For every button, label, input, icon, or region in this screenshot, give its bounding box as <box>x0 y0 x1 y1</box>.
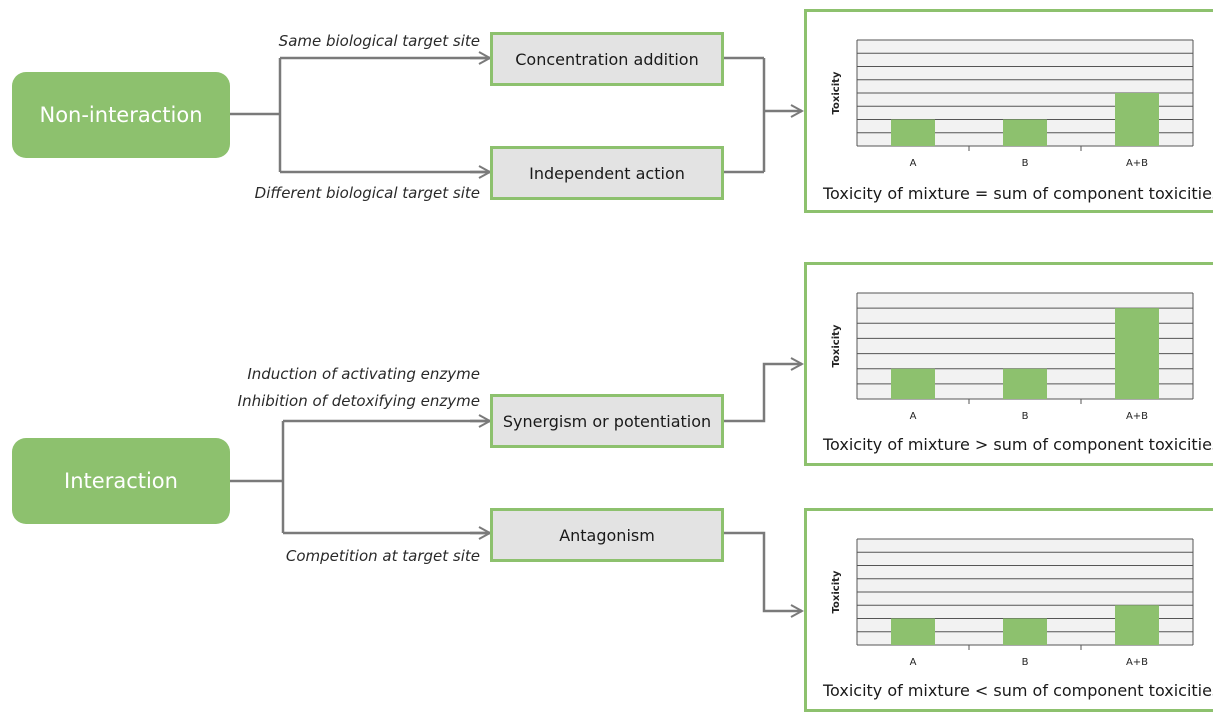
x-tick-label: B <box>1022 657 1029 668</box>
bar-chart-additive: A B A+B Toxicity <box>807 12 1213 172</box>
y-axis-label: Toxicity <box>831 71 842 114</box>
x-tick-label: B <box>1022 158 1029 169</box>
connector-non-interaction <box>230 58 490 172</box>
bar-chart-antagonism: A B A+B Toxicity <box>807 511 1213 671</box>
non-interaction-box: Non-interaction <box>12 72 230 158</box>
connector-to-panel-2 <box>724 364 802 421</box>
x-tick-label: A <box>910 158 917 169</box>
chart-panel-synergism: A B A+B Toxicity Toxicity of mixture > sum … <box>804 262 1213 466</box>
condition-different-target: Different biological target site <box>255 183 480 203</box>
y-axis-label: Toxicity <box>831 324 842 367</box>
synergism-box: Synergism or potentiation <box>490 394 724 448</box>
caption-additive: Toxicity of mixture = sum of component t… <box>823 184 1213 203</box>
bar-b <box>1003 369 1047 399</box>
concentration-addition-label: Concentration addition <box>515 50 698 69</box>
x-tick-label: B <box>1022 411 1029 422</box>
bar-chart-synergism: A B A+B Toxicity <box>807 265 1213 425</box>
x-tick-label: A+B <box>1126 158 1148 169</box>
connector-interaction <box>230 421 490 533</box>
bar-a <box>891 619 935 646</box>
non-interaction-label: Non-interaction <box>39 103 202 127</box>
interaction-box: Interaction <box>12 438 230 524</box>
y-axis-label: Toxicity <box>831 570 842 613</box>
antagonism-label: Antagonism <box>559 526 655 545</box>
condition-inhibition: Inhibition of detoxifying enzyme <box>238 391 480 411</box>
caption-antagonism: Toxicity of mixture < sum of component t… <box>823 681 1213 700</box>
bar-a <box>891 120 935 147</box>
bar-a <box>891 369 935 399</box>
concentration-addition-box: Concentration addition <box>490 32 724 86</box>
caption-synergism: Toxicity of mixture > sum of component t… <box>823 435 1213 454</box>
x-tick-label: A+B <box>1126 411 1148 422</box>
chart-panel-additive: A B A+B Toxicity Toxicity of mixture = sum … <box>804 9 1213 213</box>
bar-a-plus-b <box>1115 308 1159 399</box>
chart-panel-antagonism: A B A+B Toxicity Toxicity of mixture < sum … <box>804 508 1213 712</box>
condition-induction: Induction of activating enzyme <box>247 364 480 384</box>
connector-to-panel-1 <box>724 58 802 172</box>
independent-action-label: Independent action <box>529 164 685 183</box>
antagonism-box: Antagonism <box>490 508 724 562</box>
x-tick-label: A <box>910 657 917 668</box>
x-tick-label: A+B <box>1126 657 1148 668</box>
connector-to-panel-3 <box>724 533 802 611</box>
condition-competition: Competition at target site <box>286 546 480 566</box>
interaction-label: Interaction <box>64 469 178 493</box>
synergism-label: Synergism or potentiation <box>503 412 711 431</box>
bar-a-plus-b <box>1115 93 1159 146</box>
bar-b <box>1003 619 1047 646</box>
x-tick-label: A <box>910 411 917 422</box>
independent-action-box: Independent action <box>490 146 724 200</box>
bar-a-plus-b <box>1115 605 1159 645</box>
bar-b <box>1003 120 1047 147</box>
condition-same-target: Same biological target site <box>279 31 480 51</box>
